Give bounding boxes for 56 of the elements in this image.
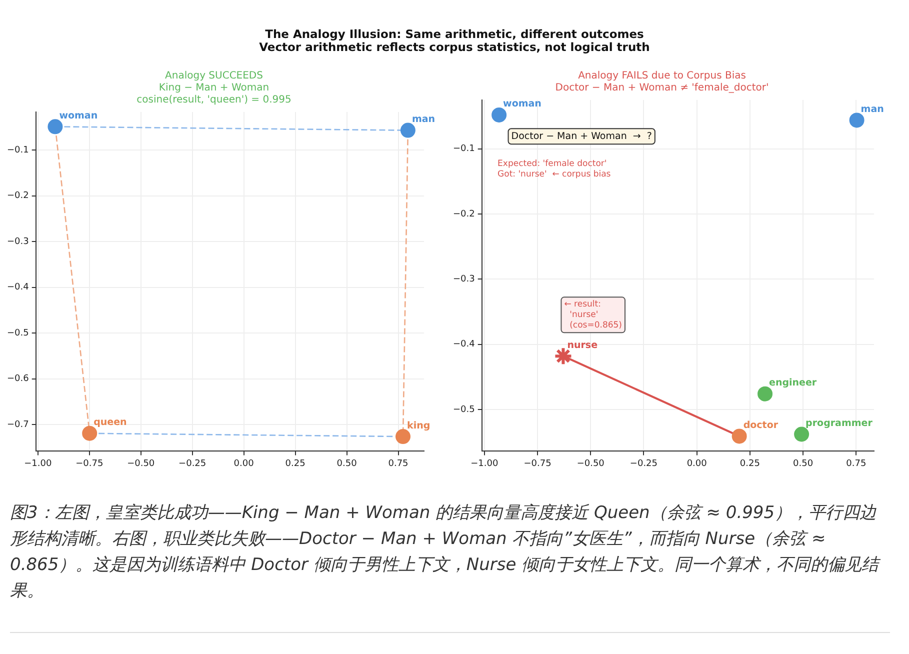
x-tick-label: 0.25 — [285, 458, 306, 469]
series-label: man — [412, 114, 436, 126]
y-tick-label: −0.4 — [6, 282, 30, 293]
y-tick-label: −0.2 — [452, 209, 475, 220]
point — [758, 386, 773, 402]
point — [48, 119, 63, 134]
point — [82, 426, 98, 441]
annotation: ← result: 'nurse' (cos=0.865) — [564, 300, 622, 331]
series-label: woman — [59, 110, 98, 122]
x-tick-label: 0.75 — [846, 458, 866, 469]
series-label: nurse — [567, 340, 598, 351]
series-label: programmer — [806, 418, 873, 429]
y-tick-label: −0.5 — [452, 404, 475, 415]
x-tick-label: −0.25 — [630, 458, 658, 469]
text: Vector arithmetic reflects corpus statistics, not logical truth — [258, 40, 651, 54]
x-tick-label: −1.00 — [470, 458, 498, 469]
x-tick-label: −0.75 — [76, 458, 104, 469]
x-tick-label: −1.00 — [24, 458, 52, 469]
chart-title: Analogy FAILS due to Corpus Bias Doctor − Man + Woman ≠ 'female_doctor' — [555, 70, 769, 94]
y-tick-label: −0.1 — [452, 144, 475, 154]
y-tick-label: −0.7 — [6, 420, 29, 430]
x-tick-label: 0.00 — [686, 458, 708, 469]
x-tick-label: −0.50 — [127, 458, 155, 469]
x-tick-label: −0.25 — [178, 458, 206, 469]
point — [400, 122, 416, 138]
y-tick-label: −0.6 — [6, 374, 30, 384]
point — [554, 346, 573, 366]
x-tick-label: −0.50 — [576, 458, 605, 469]
series-label: woman — [503, 98, 542, 110]
x-tick-label: 0.00 — [234, 458, 254, 469]
annotation: Expected: 'female doctor' Got: 'nurse' ← corpus bias — [498, 159, 612, 180]
series-label: queen — [94, 417, 128, 428]
x-tick-label: 0.50 — [336, 458, 358, 469]
point — [849, 112, 864, 128]
y-tick-label: −0.3 — [6, 236, 29, 247]
series-label: doctor — [743, 420, 778, 431]
point — [732, 428, 747, 444]
y-tick-label: −0.5 — [6, 328, 29, 338]
y-tick-label: −0.1 — [6, 145, 29, 156]
point — [395, 429, 410, 444]
series-label: man — [860, 104, 884, 115]
x-tick-label: 0.25 — [740, 458, 760, 469]
caption: 图3：左图，皇室类比成功——King − Man + Woman 的结果向量高度接近 Queen（余弦 ≈ 0.995），平行四边形结构清晰。右图，职业类比失败——Doctor − Man + Woman 不指向”女医生”，而指向 Nurse（余弦 ≈ 0.865）。这是因为训练语料中 Doctor 倾向于男性上下文，Nurse 倾向于女性上下文。同一个算术，不同的偏见结果。 — [10, 502, 882, 603]
x-tick-label: −0.75 — [524, 458, 552, 469]
x-tick-label: 0.50 — [793, 458, 814, 469]
series-label: king — [406, 420, 430, 432]
y-tick-label: −0.4 — [452, 340, 476, 350]
point — [492, 107, 507, 122]
y-tick-label: −0.2 — [6, 191, 29, 202]
point — [794, 426, 810, 442]
chart-title: Analogy SUCCEEDS King − Man + Woman cosine(result, 'queen') = 0.995 — [136, 70, 292, 106]
y-tick-label: −0.3 — [452, 274, 475, 285]
series-label: engineer — [769, 378, 817, 389]
text: The Analogy Illusion: Same arithmetic, different outcomes — [264, 27, 645, 41]
x-tick-label: 0.75 — [388, 458, 408, 469]
annotation: Doctor − Man + Woman → ? — [511, 130, 652, 142]
